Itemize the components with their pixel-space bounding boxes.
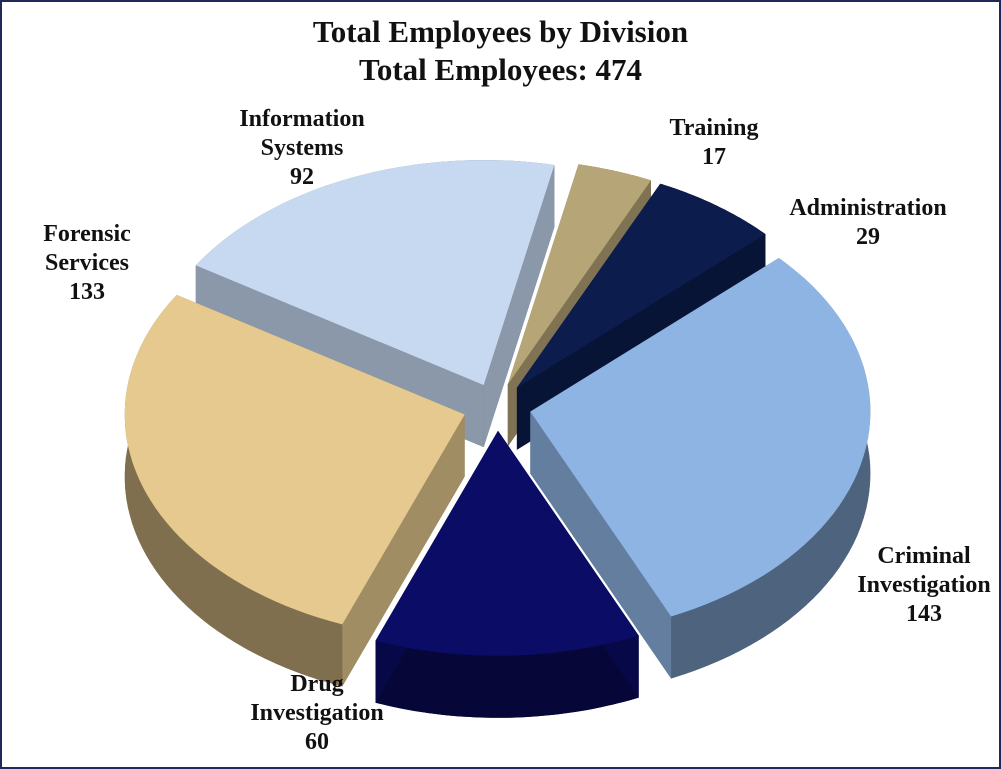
category-label: Forensic Services [43,221,131,276]
slice [530,258,871,617]
value-label: 17 [702,144,726,170]
slice-label: Criminal Investigation 143 [839,542,999,629]
chart-title: Total Employees by Division [312,14,689,49]
value-label: 29 [856,224,880,250]
slice-label: Forensic Services 133 [2,220,172,307]
value-label: 143 [906,601,942,627]
slice-side [483,165,555,448]
slice-label: Information Systems 92 [217,105,387,192]
category-label: Administration [789,195,947,221]
slice-label: Training 17 [629,114,799,172]
value-label: 92 [290,164,314,190]
slice-side [342,414,465,687]
slice-side [375,635,639,718]
slice [195,160,555,386]
category-label: Drug Investigation [250,671,384,726]
slice-side [530,411,672,679]
slice [375,430,639,656]
value-label: 60 [305,729,329,755]
category-label: Information Systems [239,106,365,161]
chart-subtitle: Total Employees: 474 [358,52,643,87]
slice-side [671,258,871,679]
category-label: Criminal Investigation [857,543,991,598]
slice [516,183,766,388]
value-label: 133 [69,279,105,305]
slice-label: Administration 29 [783,194,953,252]
slice-side [124,294,343,687]
category-label: Training [669,115,759,141]
slice [124,294,465,625]
slice-label: Drug Investigation 60 [232,670,402,757]
slice [507,164,651,385]
